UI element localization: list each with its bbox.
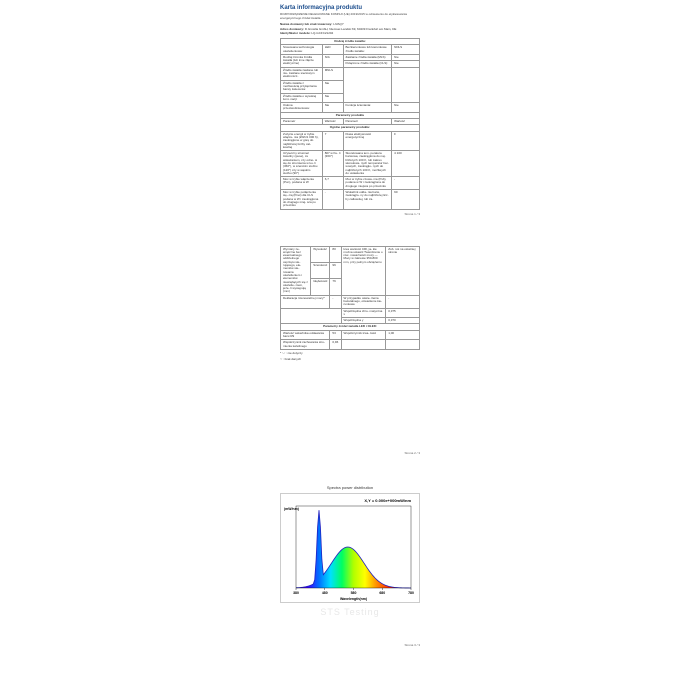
cell: - (392, 177, 420, 190)
cell: Osłona przeciwolśnieniowa: (281, 103, 323, 113)
model-value: LQ-GCFC21204 (311, 31, 333, 35)
cell: F (392, 131, 420, 150)
address-label: Adres dostawcy: (280, 27, 304, 31)
cell: Moc w trybie czuwa- nia (Psb), podana w … (343, 177, 392, 190)
cell: NDLS (392, 45, 420, 55)
cell: 96 (330, 262, 341, 278)
cell: kres wartości CRI, ja- kie można ustawić… (341, 246, 386, 295)
svg-text:Wavelength(nm): Wavelength(nm) (340, 597, 367, 601)
svg-text:580: 580 (351, 591, 357, 595)
cell: 4 100 (392, 151, 420, 177)
cell: Źródło światła zasilane lub nie- zasilan… (281, 67, 323, 80)
cell: Wartość wskaźnika oddawania barw R9 (281, 330, 330, 340)
svg-text:(mW/nm): (mW/nm) (284, 507, 299, 511)
cell: Zob. not na ostatniej stronie (386, 246, 420, 295)
cell: MNLS (322, 67, 343, 80)
regulation-subtitle: ROZPORZĄDZENIE DELEGOWANE KOMISJI (UE) 2… (280, 13, 420, 20)
supplier-value: LIVAQY (333, 22, 344, 26)
cell: Rodzaj trzonka źródła światła (lub inne … (281, 54, 323, 67)
page-3-num: Strona 3 / 3 (280, 643, 420, 647)
cell: N/A (322, 54, 343, 67)
lightsource-table: Rodzaj źródła światła: Stosowana technol… (280, 38, 420, 210)
cell: Nie (322, 103, 343, 113)
cell: 6,7 (322, 177, 343, 190)
model-line: Identyfikator modelu: LQ-GCFC21204 (280, 32, 420, 36)
cell: Współrzędna chro- matyczna x (341, 308, 386, 318)
svg-text:680: 680 (379, 591, 385, 595)
note2: '-' : brak danych (280, 358, 420, 362)
cell: Użyteczny strumień świetlny (φuse), ze w… (281, 151, 323, 177)
supplier-label: Nazwa dostawcy lub znak towarowy: (280, 22, 332, 26)
page2-table: Wymiary ze- wnętrzne bez ewentualnego od… (280, 246, 420, 350)
cell: Wymiary ze- wnętrzne bez ewentualnego od… (281, 246, 311, 295)
note1: * '--' : nie dotyczy (280, 352, 420, 356)
cell: Nie (322, 80, 343, 93)
cell: LED (322, 45, 343, 55)
cell: Współczynnik trwa- łości (341, 330, 386, 340)
cell: Wskaźnik odda- nia barw, zaokrąglo- ny d… (343, 190, 392, 209)
cell: Klasa efektywności energetycznej (343, 131, 392, 150)
chart-title: Spectra power distribution (280, 485, 420, 490)
cell: Nie (322, 93, 343, 103)
svg-text:380: 380 (293, 591, 299, 595)
cell: 53 (330, 330, 341, 340)
cell: 7 (322, 131, 343, 150)
cell: Głębokość (311, 279, 330, 295)
cell: 0,375 (386, 308, 420, 318)
cell: Skorelowana tem- peratura barwowa, zaokr… (343, 151, 392, 177)
cell: 807 w Ku- li (360°) (322, 151, 343, 177)
cell: Moc w trybie potłączenia się- cią (Pnet)… (281, 190, 323, 209)
cell: Stosowana technologia oświetleniowa: (281, 45, 323, 55)
cell: Deklaracja równoważnej mocy* (281, 295, 330, 308)
cell: - (386, 295, 420, 308)
page-2-num: Strona 2 / 3 (280, 451, 420, 455)
cell: - (322, 190, 343, 209)
cell: 80 (330, 246, 341, 262)
cell: Źródło światła z możliwością przyłączani… (281, 80, 323, 93)
model-label: Identyfikator modelu: (280, 31, 311, 35)
cell: Źródło światła o wysokiej lumi- nacji: (281, 93, 323, 103)
svg-text:480: 480 (322, 591, 328, 595)
cell: W przypadku oświe- tlenia bazetalnego, o… (341, 295, 386, 308)
cell: Szerokość (311, 262, 330, 278)
cell: Wysokość (311, 246, 330, 262)
spectral-chart: X,Y = 0.000e+000mW/nm (mW/nm) 380 480 580 680… (280, 493, 420, 603)
cell: 1,00 (386, 330, 420, 340)
cell: 76 (330, 279, 341, 295)
svg-text:780: 780 (408, 591, 414, 595)
cell: 90 (392, 190, 420, 209)
watermark: STS Testing (320, 607, 379, 617)
cell: Moc w trybie włączenia (Pon), podana w W (281, 177, 323, 190)
cell: 0,96 (330, 340, 341, 350)
address-value: D.Growlia GmbH, Niemser-Landstr.69, 6043… (305, 27, 397, 31)
page-title: Karta informacyjna produktu (280, 5, 420, 11)
cell: Współczynnik zachowania stru- mienia świ… (281, 340, 330, 350)
svg-text:X,Y = 0.000e+000mW/nm: X,Y = 0.000e+000mW/nm (364, 498, 411, 503)
cell: - (330, 295, 341, 308)
cell: Nie (392, 103, 420, 113)
page-1-num: Strona 1 / 3 (280, 212, 420, 216)
cell: Bezkierunkowe lub kierunkowe źródło świa… (343, 45, 392, 55)
cell: Funkcja ścieniania: (343, 103, 392, 113)
cell: Zużycie energii w trybie włącze- nia (kW… (281, 131, 323, 150)
